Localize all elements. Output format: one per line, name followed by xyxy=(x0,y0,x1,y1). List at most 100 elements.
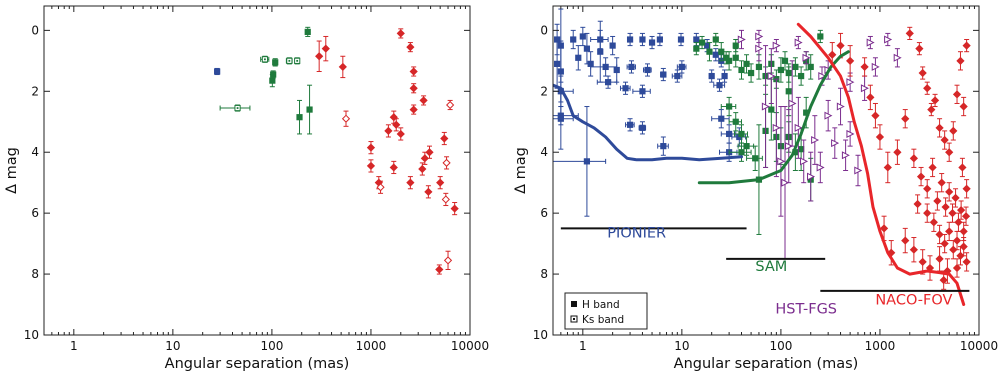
data-point xyxy=(435,264,444,275)
data-point xyxy=(746,145,763,171)
y-tick-label: 2 xyxy=(31,84,39,98)
data-point xyxy=(609,35,616,56)
point-marker xyxy=(409,84,418,93)
data-point xyxy=(831,127,840,159)
point-marker xyxy=(915,44,924,53)
data-point xyxy=(860,57,869,77)
point-marker xyxy=(443,256,453,265)
point-marker xyxy=(693,36,700,43)
x-tick-label: 10 xyxy=(674,339,689,353)
series-1 xyxy=(553,8,747,217)
data-point xyxy=(945,182,954,202)
point-marker xyxy=(738,66,745,74)
point-marker xyxy=(639,88,646,95)
data-point xyxy=(945,221,954,242)
point-marker xyxy=(883,163,892,172)
data-point xyxy=(579,26,586,47)
data-point xyxy=(396,127,405,141)
point-marker xyxy=(755,63,763,71)
data-point xyxy=(841,139,850,171)
point-marker xyxy=(609,42,616,49)
point-marker xyxy=(396,129,405,139)
data-point xyxy=(792,57,799,77)
data-point xyxy=(923,81,932,95)
point-marker xyxy=(553,60,561,67)
point-marker xyxy=(738,149,745,156)
x-tick-label: 1 xyxy=(70,339,78,353)
data-point xyxy=(747,63,755,83)
point-marker xyxy=(712,51,719,58)
point-marker xyxy=(306,106,313,113)
data-point xyxy=(384,124,393,138)
point-marker xyxy=(957,205,966,215)
point-marker xyxy=(269,77,276,84)
plot-area xyxy=(214,26,459,275)
data-point xyxy=(772,78,781,178)
data-point xyxy=(698,35,706,50)
point-marker xyxy=(712,36,719,43)
point-marker xyxy=(930,96,940,105)
data-point xyxy=(570,29,577,50)
data-point xyxy=(871,57,880,77)
data-point xyxy=(925,255,935,281)
y-tick-label: 8 xyxy=(31,267,39,281)
point-marker xyxy=(716,82,723,89)
point-marker xyxy=(798,146,805,153)
data-point xyxy=(893,48,902,68)
plot-frame xyxy=(43,5,471,336)
point-marker xyxy=(841,151,850,160)
data-point xyxy=(648,35,656,50)
data-point xyxy=(866,35,875,50)
data-point xyxy=(738,60,745,80)
data-point xyxy=(260,55,270,63)
point-marker xyxy=(909,245,918,254)
point-marker xyxy=(732,54,739,61)
y-tick-label: 6 xyxy=(540,206,548,220)
point-marker xyxy=(785,88,792,95)
data-point xyxy=(389,160,398,175)
point-marker xyxy=(935,123,944,132)
point-marker xyxy=(816,163,825,172)
data-point xyxy=(734,124,749,144)
data-point xyxy=(596,75,618,89)
data-point xyxy=(940,130,949,150)
point-marker xyxy=(366,143,376,152)
x-tick-label: 1 xyxy=(579,339,587,353)
point-marker xyxy=(798,72,805,80)
series-3 xyxy=(737,29,902,260)
x-tick-label: 100 xyxy=(769,339,792,353)
data-point xyxy=(706,42,713,62)
point-marker xyxy=(441,195,450,204)
point-marker xyxy=(929,218,938,227)
point-marker xyxy=(777,157,786,166)
point-marker xyxy=(952,90,962,99)
point-marker xyxy=(918,257,927,266)
point-marker xyxy=(794,38,803,47)
point-marker xyxy=(836,41,845,50)
point-marker xyxy=(409,105,418,114)
point-marker xyxy=(704,42,711,49)
data-point xyxy=(883,151,892,184)
legend: H band Ks band xyxy=(564,292,648,330)
point-marker xyxy=(935,230,944,239)
data-point xyxy=(781,106,790,260)
data-point xyxy=(962,39,971,53)
point-marker xyxy=(420,154,429,163)
data-point xyxy=(420,151,429,165)
point-marker xyxy=(846,78,855,87)
data-point xyxy=(767,48,776,104)
data-point xyxy=(846,45,855,77)
data-point xyxy=(866,84,875,111)
point-marker xyxy=(923,209,932,218)
point-marker xyxy=(860,62,869,72)
data-point xyxy=(436,176,445,190)
data-point xyxy=(928,157,937,178)
y-tick-label: 10 xyxy=(533,328,548,342)
data-point xyxy=(802,51,811,65)
point-marker xyxy=(893,148,902,157)
y-tick-label: 0 xyxy=(540,23,548,37)
point-marker xyxy=(418,164,427,174)
data-point xyxy=(676,60,687,74)
data-point xyxy=(575,45,582,71)
data-point xyxy=(409,83,418,94)
